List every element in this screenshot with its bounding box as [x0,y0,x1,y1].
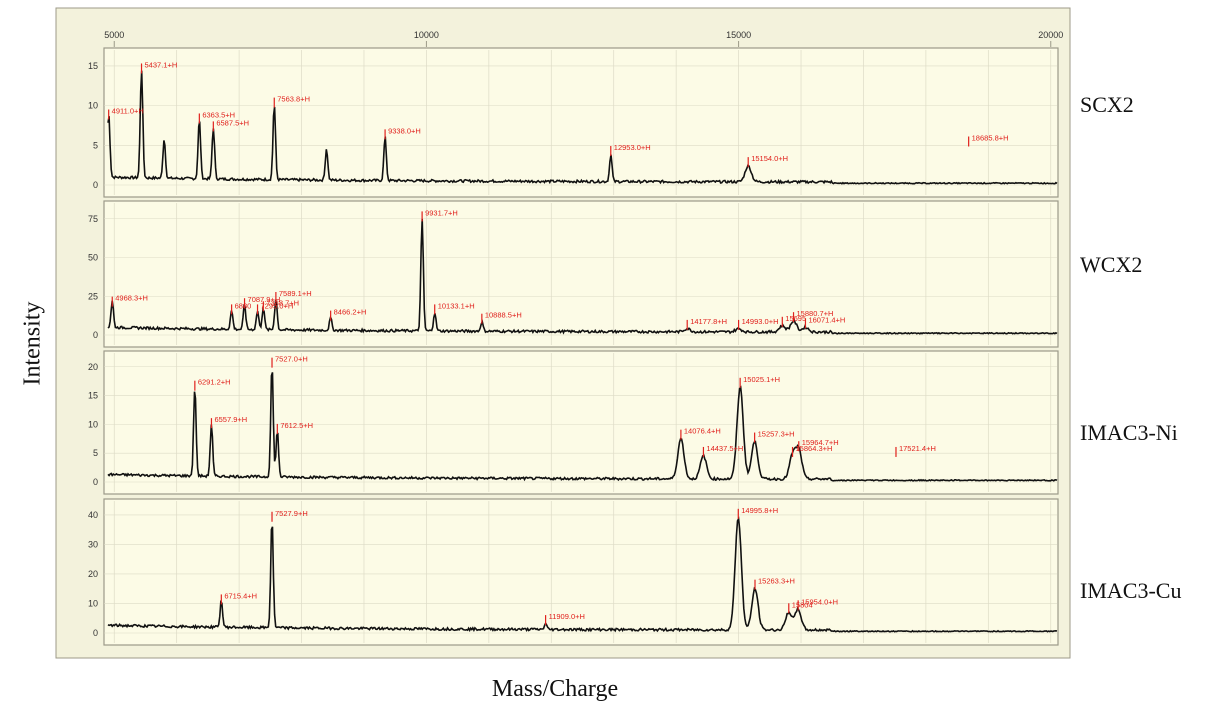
y-axis-title: Intensity [19,301,46,386]
peak-label: 15025.1+H [743,375,780,384]
panel-box [103,498,1059,646]
peak-label: 17521.4+H [899,444,936,453]
peak-label: 6715.4+H [224,591,257,600]
peak-label: 16071.4+H [808,315,845,324]
panel-box [103,350,1059,495]
y-tick-label: 20 [88,569,98,579]
panel-label-scx2: SCX2 [1080,92,1134,117]
peak-label: 18685.8+H [972,133,1009,142]
panel-wcx2: 0 25 50 75 4968.3+H 68807087.9+H7295.0+H7388.… [88,200,1059,348]
panel-imac3-cu: 0 10 20 30 40 6715.4+H 7527.9+H 11909.0+H 14995.… [88,498,1059,646]
peak-label: 12953.0+H [614,143,651,152]
y-tick-label: 15 [88,391,98,401]
y-tick-label: 10 [88,101,98,111]
peak-label: 9338.0+H [388,126,421,135]
peak-label: 6557.9+H [214,415,247,424]
x-tick-label: 10000 [414,30,439,40]
peak-label: 6587.5+H [216,118,249,127]
panel-imac3-ni: 0 5 10 15 20 6291.2+H 6557.9+H 7527.0+H 7612.5+H… [88,350,1059,495]
peak-label: 6363.5+H [202,110,235,119]
y-tick-label: 0 [93,477,98,487]
peak-label: 10888.5+H [485,311,522,320]
x-tick-label: 15000 [726,30,751,40]
y-tick-label: 0 [93,180,98,190]
peak-label: 15154.0+H [751,154,788,163]
peak-label: 15964.7+H [802,438,839,447]
peak-label: 7563.8+H [277,95,310,104]
y-tick-label: 50 [88,253,98,263]
y-tick-label: 10 [88,598,98,608]
y-tick-label: 75 [88,214,98,224]
peak-label: 10133.1+H [438,301,475,310]
y-tick-label: 25 [88,291,98,301]
y-tick-label: 5 [93,448,98,458]
y-tick-label: 5 [93,140,98,150]
panel-box [103,47,1059,198]
peak-label: 7612.5+H [280,421,313,430]
y-tick-label: 40 [88,510,98,520]
peak-label: 7527.0+H [275,355,308,364]
peak-label: 4968.3+H [115,294,148,303]
peak-label: 4911.0+H [112,107,144,116]
x-tick-label: 20000 [1038,30,1063,40]
peak-label: 7527.9+H [275,509,308,518]
peak-label: 15804 [792,600,813,609]
peak-label: 6291.2+H [198,378,231,387]
peak-label: 5437.1+H [145,60,178,69]
y-tick-label: 20 [88,362,98,372]
spectrum-trace [107,372,1058,482]
peak-label: 14437.5+H [706,444,743,453]
peak-label: 14993.0+H [742,317,779,326]
peak-label: 14177.8+H [690,317,727,326]
spectrum-trace [107,218,1058,335]
peak-label: 8466.2+H [334,308,367,317]
peak-label: 15263.3+H [758,577,795,586]
y-tick-label: 15 [88,61,98,71]
peak-label: 14995.8+H [741,506,778,515]
panel-label-imac3-cu: IMAC3-Cu [1080,578,1182,603]
peak-label: 15257.3+H [758,430,795,439]
peak-label: 7589.1+H [279,289,312,298]
peak-label: 15880.7+H [797,309,834,318]
panel-box [103,200,1059,348]
spectrum-trace [107,70,1058,185]
peak-label: 15864.3+H [796,444,833,453]
peak-label: 9931.7+H [425,208,458,217]
x-axis-title: Mass/Charge [491,676,619,702]
spectrum-trace [107,516,1058,633]
panel-label-wcx2: WCX2 [1080,252,1143,277]
peak-label: 6880 [235,301,252,310]
peak-label: 7087.9+H [248,295,281,304]
peak-label: 7388.7+H [266,298,299,307]
x-tick-label: 5000 [104,30,124,40]
y-tick-label: 30 [88,539,98,549]
y-tick-label: 10 [88,419,98,429]
peak-label: 11909.0+H [549,612,585,621]
panel-label-imac3-ni: IMAC3-Ni [1080,420,1178,445]
peak-label: 15954.0+H [801,597,838,606]
peak-label: 14076.4+H [684,427,721,436]
peak-label: 7295.0+H [261,301,294,310]
y-tick-label: 0 [93,330,98,340]
peak-label: 15695 [785,314,806,323]
y-tick-label: 0 [93,628,98,638]
